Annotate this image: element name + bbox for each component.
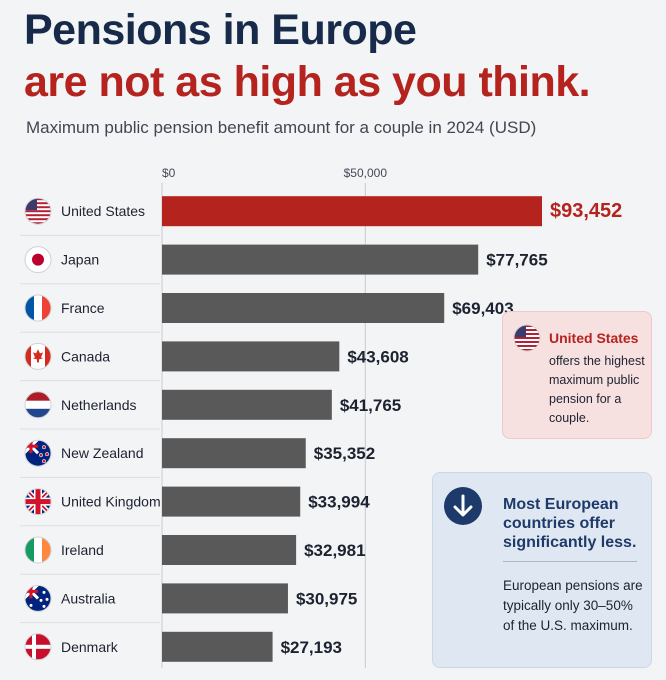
country-label: United Kingdom (61, 494, 161, 510)
country-label: France (61, 300, 105, 316)
new-zealand-flag-icon (24, 439, 52, 467)
country-label: Ireland (61, 542, 104, 558)
bar (162, 535, 297, 565)
us-callout-body: offers the highest maximum public pensio… (549, 354, 645, 425)
x-tick-label: $50,000 (344, 166, 388, 180)
country-label: Japan (61, 252, 99, 268)
bar (162, 583, 288, 614)
bar (162, 438, 306, 469)
ireland-flag-icon (24, 536, 52, 564)
bar (162, 631, 273, 662)
europe-callout-body: European pensions are typically only 30–… (503, 578, 643, 633)
country-label: Denmark (61, 639, 119, 655)
value-label: $77,765 (486, 251, 547, 270)
country-label: United States (61, 203, 145, 219)
bar (162, 389, 332, 420)
x-tick-label: $0 (162, 166, 176, 180)
country-label: New Zealand (61, 445, 144, 461)
country-label: Canada (61, 348, 110, 364)
title-line-1: Pensions in Europe (24, 6, 417, 54)
title-line-2: are not as high as you think. (24, 58, 591, 106)
country-label: Australia (61, 590, 116, 606)
value-label: $43,608 (347, 347, 408, 366)
value-label: $69,403 (452, 299, 513, 318)
arrow-down-icon (444, 487, 482, 525)
bar (162, 341, 340, 372)
chart-subtitle: Maximum public pension benefit amount fo… (26, 118, 537, 137)
us-callout: United States offers the highest maximum… (502, 311, 652, 439)
value-label: $27,193 (281, 638, 342, 657)
europe-callout-heading: Most European countries offer significan… (503, 496, 637, 551)
value-label: $93,452 (550, 200, 622, 222)
canada-flag-icon (24, 342, 52, 370)
japan-flag-icon (24, 246, 52, 274)
netherlands-flag-icon (24, 391, 52, 419)
value-label: $33,994 (308, 493, 370, 512)
value-label: $41,765 (340, 396, 401, 415)
bar (162, 244, 479, 275)
australia-flag-icon (24, 584, 52, 612)
europe-callout: Most European countries offer significan… (432, 472, 652, 668)
us-flag-icon (513, 324, 541, 352)
uk-flag-icon (24, 488, 52, 516)
callout-divider (503, 561, 637, 562)
bar (162, 196, 542, 227)
value-label: $30,975 (296, 589, 357, 608)
value-label: $35,352 (314, 444, 375, 463)
france-flag-icon (24, 294, 52, 322)
denmark-flag-icon (24, 633, 52, 661)
country-label: Netherlands (61, 397, 137, 413)
bar (162, 293, 445, 323)
value-label: $32,981 (304, 541, 365, 560)
us-flag-icon (24, 197, 52, 225)
us-callout-heading: United States (549, 330, 639, 346)
bar (162, 486, 301, 517)
